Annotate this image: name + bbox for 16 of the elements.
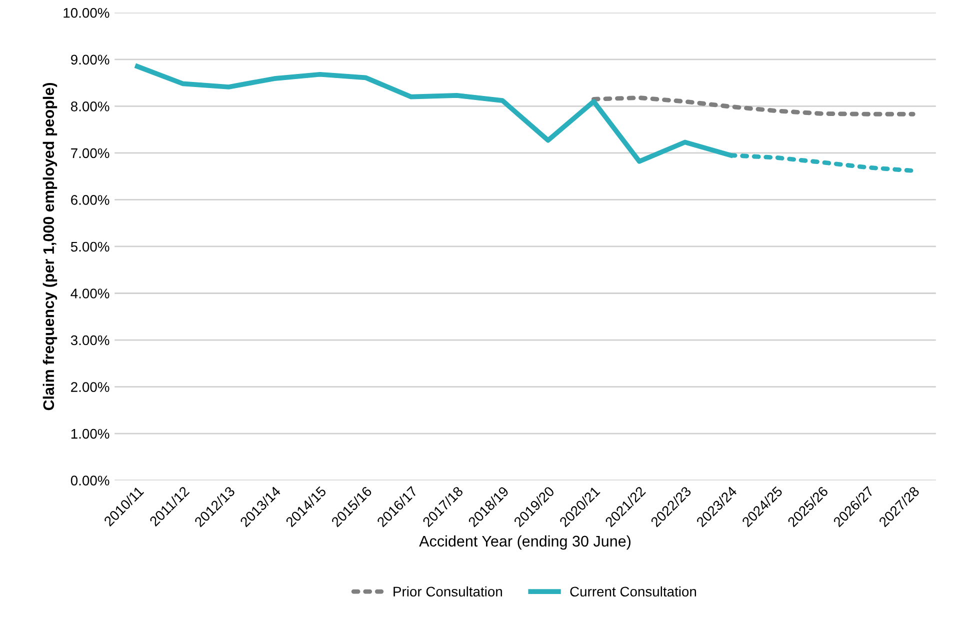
y-tick-label: 10.00% bbox=[64, 8, 110, 18]
legend-label: Current Consultation bbox=[570, 586, 696, 597]
y-tick-label: 0.00% bbox=[70, 476, 110, 486]
y-tick-label: 5.00% bbox=[70, 242, 110, 252]
x-axis-title: Accident Year (ending 30 June) bbox=[419, 535, 630, 550]
y-axis-title: Claim frequency (per 1,000 employed people) bbox=[42, 82, 58, 410]
y-tick-label: 7.00% bbox=[71, 148, 110, 158]
legend-label: Prior Consultation bbox=[394, 586, 502, 597]
y-tick-label: 1.00% bbox=[71, 428, 110, 439]
y-tick-label: 3.00% bbox=[70, 335, 110, 346]
y-tick-label: 4.00% bbox=[70, 288, 110, 298]
y-tick-label: 9.00% bbox=[71, 54, 110, 65]
line-series bbox=[591, 96, 916, 116]
y-tick-label: 6.00% bbox=[71, 195, 110, 205]
y-tick-label: 2.00% bbox=[71, 382, 110, 392]
y-tick-label: 8.00% bbox=[70, 102, 110, 112]
